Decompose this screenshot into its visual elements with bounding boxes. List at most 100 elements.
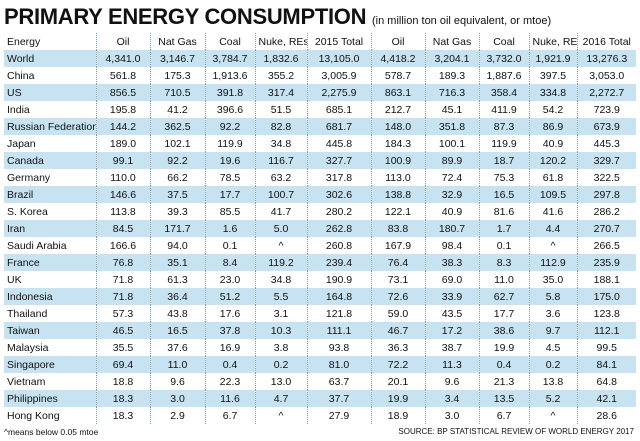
cell: 54.2 — [528, 101, 577, 118]
cell: 710.5 — [149, 84, 205, 101]
cell: 5.0 — [254, 220, 307, 237]
cell: 190.9 — [306, 271, 371, 288]
cell: 5.5 — [254, 288, 307, 305]
cell: 119.9 — [204, 135, 255, 152]
title-line: PRIMARY ENERGY CONSUMPTION (in million t… — [4, 4, 551, 30]
cell: 164.8 — [306, 288, 371, 305]
cell: 8.4 — [204, 254, 255, 271]
table-row: Vietnam 18.8 9.6 22.3 13.0 63.7 20.1 9.6 21.3 13.… — [4, 373, 636, 390]
country: Thailand — [7, 307, 48, 320]
cell: 195.8 — [95, 101, 150, 118]
table-row: Germany 110.0 66.2 78.5 63.2 317.8 113.0 72.4 75… — [4, 169, 636, 186]
cell: 36.4 — [149, 288, 205, 305]
cell: 119.9 — [478, 135, 529, 152]
cell: 1,832.6 — [254, 50, 307, 67]
cell: 23.0 — [204, 271, 255, 288]
cell: 188.1 — [576, 271, 636, 288]
cell: 0.1 — [478, 237, 529, 254]
table-row: S. Korea 113.8 39.3 85.5 41.7 280.2 122.1 40.9 8… — [4, 203, 636, 220]
cell: 122.1 — [370, 203, 425, 220]
table-row: Iran 84.5 171.7 1.6 5.0 262.8 83.8 180.7 1.7 4.4 2… — [4, 220, 636, 237]
cell: 100.7 — [254, 186, 307, 203]
table-row: Japan 189.0 102.1 119.9 34.8 445.8 184.3 100.1 1… — [4, 135, 636, 152]
title: PRIMARY ENERGY CONSUMPTION — [4, 4, 367, 29]
cell: 43.5 — [424, 305, 479, 322]
cell: 34.8 — [254, 271, 307, 288]
cell: 17.6 — [204, 305, 255, 322]
cell: 83.8 — [370, 220, 425, 237]
cell: 43.8 — [149, 305, 205, 322]
cell: 59.0 — [370, 305, 425, 322]
table-row: Canada 99.1 92.2 19.6 116.7 327.7 100.9 89.9 18.… — [4, 152, 636, 169]
cell: 100.1 — [424, 135, 479, 152]
table-row: Thailand 57.3 43.8 17.6 3.1 121.8 59.0 43.5 17.7… — [4, 305, 636, 322]
column-header: 2015 Total — [306, 33, 371, 50]
cell: 61.3 — [149, 271, 205, 288]
cell: 72.6 — [370, 288, 425, 305]
cell: 0.1 — [204, 237, 255, 254]
cell: 0.2 — [528, 356, 577, 373]
cell: 327.7 — [306, 152, 371, 169]
cell: ^ — [528, 407, 577, 424]
country: Philippines — [4, 390, 96, 407]
country: Saudi Arabia — [7, 239, 67, 252]
cell: 85.5 — [204, 203, 255, 220]
cell: 41.7 — [254, 203, 307, 220]
country: Indonesia — [4, 288, 96, 305]
subtitle: (in million ton oil equivalent, or mtoe) — [372, 15, 552, 27]
cell: 13,276.3 — [576, 50, 636, 67]
cell: 270.7 — [576, 220, 636, 237]
cell: 673.9 — [576, 118, 636, 135]
cell: 0.2 — [254, 356, 307, 373]
column-header: Oil — [370, 33, 425, 50]
header-row: Energy Oil Nat Gas Coal Nuke, REs 2015 Total O… — [4, 33, 636, 50]
cell: 51.5 — [254, 101, 307, 118]
cell: 35.1 — [149, 254, 205, 271]
cell: 262.8 — [306, 220, 371, 237]
cell: 72.2 — [370, 356, 425, 373]
cell: 13.0 — [254, 373, 307, 390]
cell: 685.1 — [306, 101, 371, 118]
country: India — [7, 103, 30, 116]
cell: 99.1 — [95, 152, 150, 169]
cell: 62.7 — [478, 288, 529, 305]
country: France — [4, 254, 96, 271]
cell: 3.8 — [254, 339, 307, 356]
cell: 280.2 — [306, 203, 371, 220]
cell: 0.4 — [478, 356, 529, 373]
cell: 302.6 — [306, 186, 371, 203]
cell: 40.9 — [424, 203, 479, 220]
cell: 93.8 — [306, 339, 371, 356]
cell: 411.9 — [478, 101, 529, 118]
cell: 3,146.7 — [149, 50, 205, 67]
cell: 18.8 — [95, 373, 150, 390]
country: Iran — [4, 220, 96, 237]
cell: 75.3 — [478, 169, 529, 186]
cell: 212.7 — [370, 101, 425, 118]
country: US — [4, 84, 96, 101]
country: Japan — [7, 137, 36, 150]
cell: 19.6 — [204, 152, 255, 169]
cell: 113.8 — [95, 203, 150, 220]
cell: 64.8 — [576, 373, 636, 390]
cell: 37.7 — [306, 390, 371, 407]
cell: 40.9 — [528, 135, 577, 152]
table-row: World 4,341.0 3,146.7 3,784.7 1,832.6 13,105.… — [4, 50, 636, 67]
cell: 175.3 — [149, 67, 205, 84]
cell: 146.6 — [95, 186, 150, 203]
cell: 37.6 — [149, 339, 205, 356]
country: China — [7, 69, 35, 82]
column-header: Oil — [95, 33, 150, 50]
cell: 87.3 — [478, 118, 529, 135]
cell: 16.5 — [149, 322, 205, 339]
cell: 856.5 — [95, 84, 150, 101]
cell: 578.7 — [370, 67, 425, 84]
country: Taiwan — [4, 322, 96, 339]
cell: 9.6 — [424, 373, 479, 390]
cell: 863.1 — [370, 84, 425, 101]
cell: 6.7 — [204, 407, 255, 424]
cell: 297.8 — [576, 186, 636, 203]
cell: 4,418.2 — [370, 50, 425, 67]
table-row: Indonesia 71.8 36.4 51.2 5.5 164.8 72.6 33.9 62.… — [4, 288, 636, 305]
cell: 351.8 — [424, 118, 479, 135]
